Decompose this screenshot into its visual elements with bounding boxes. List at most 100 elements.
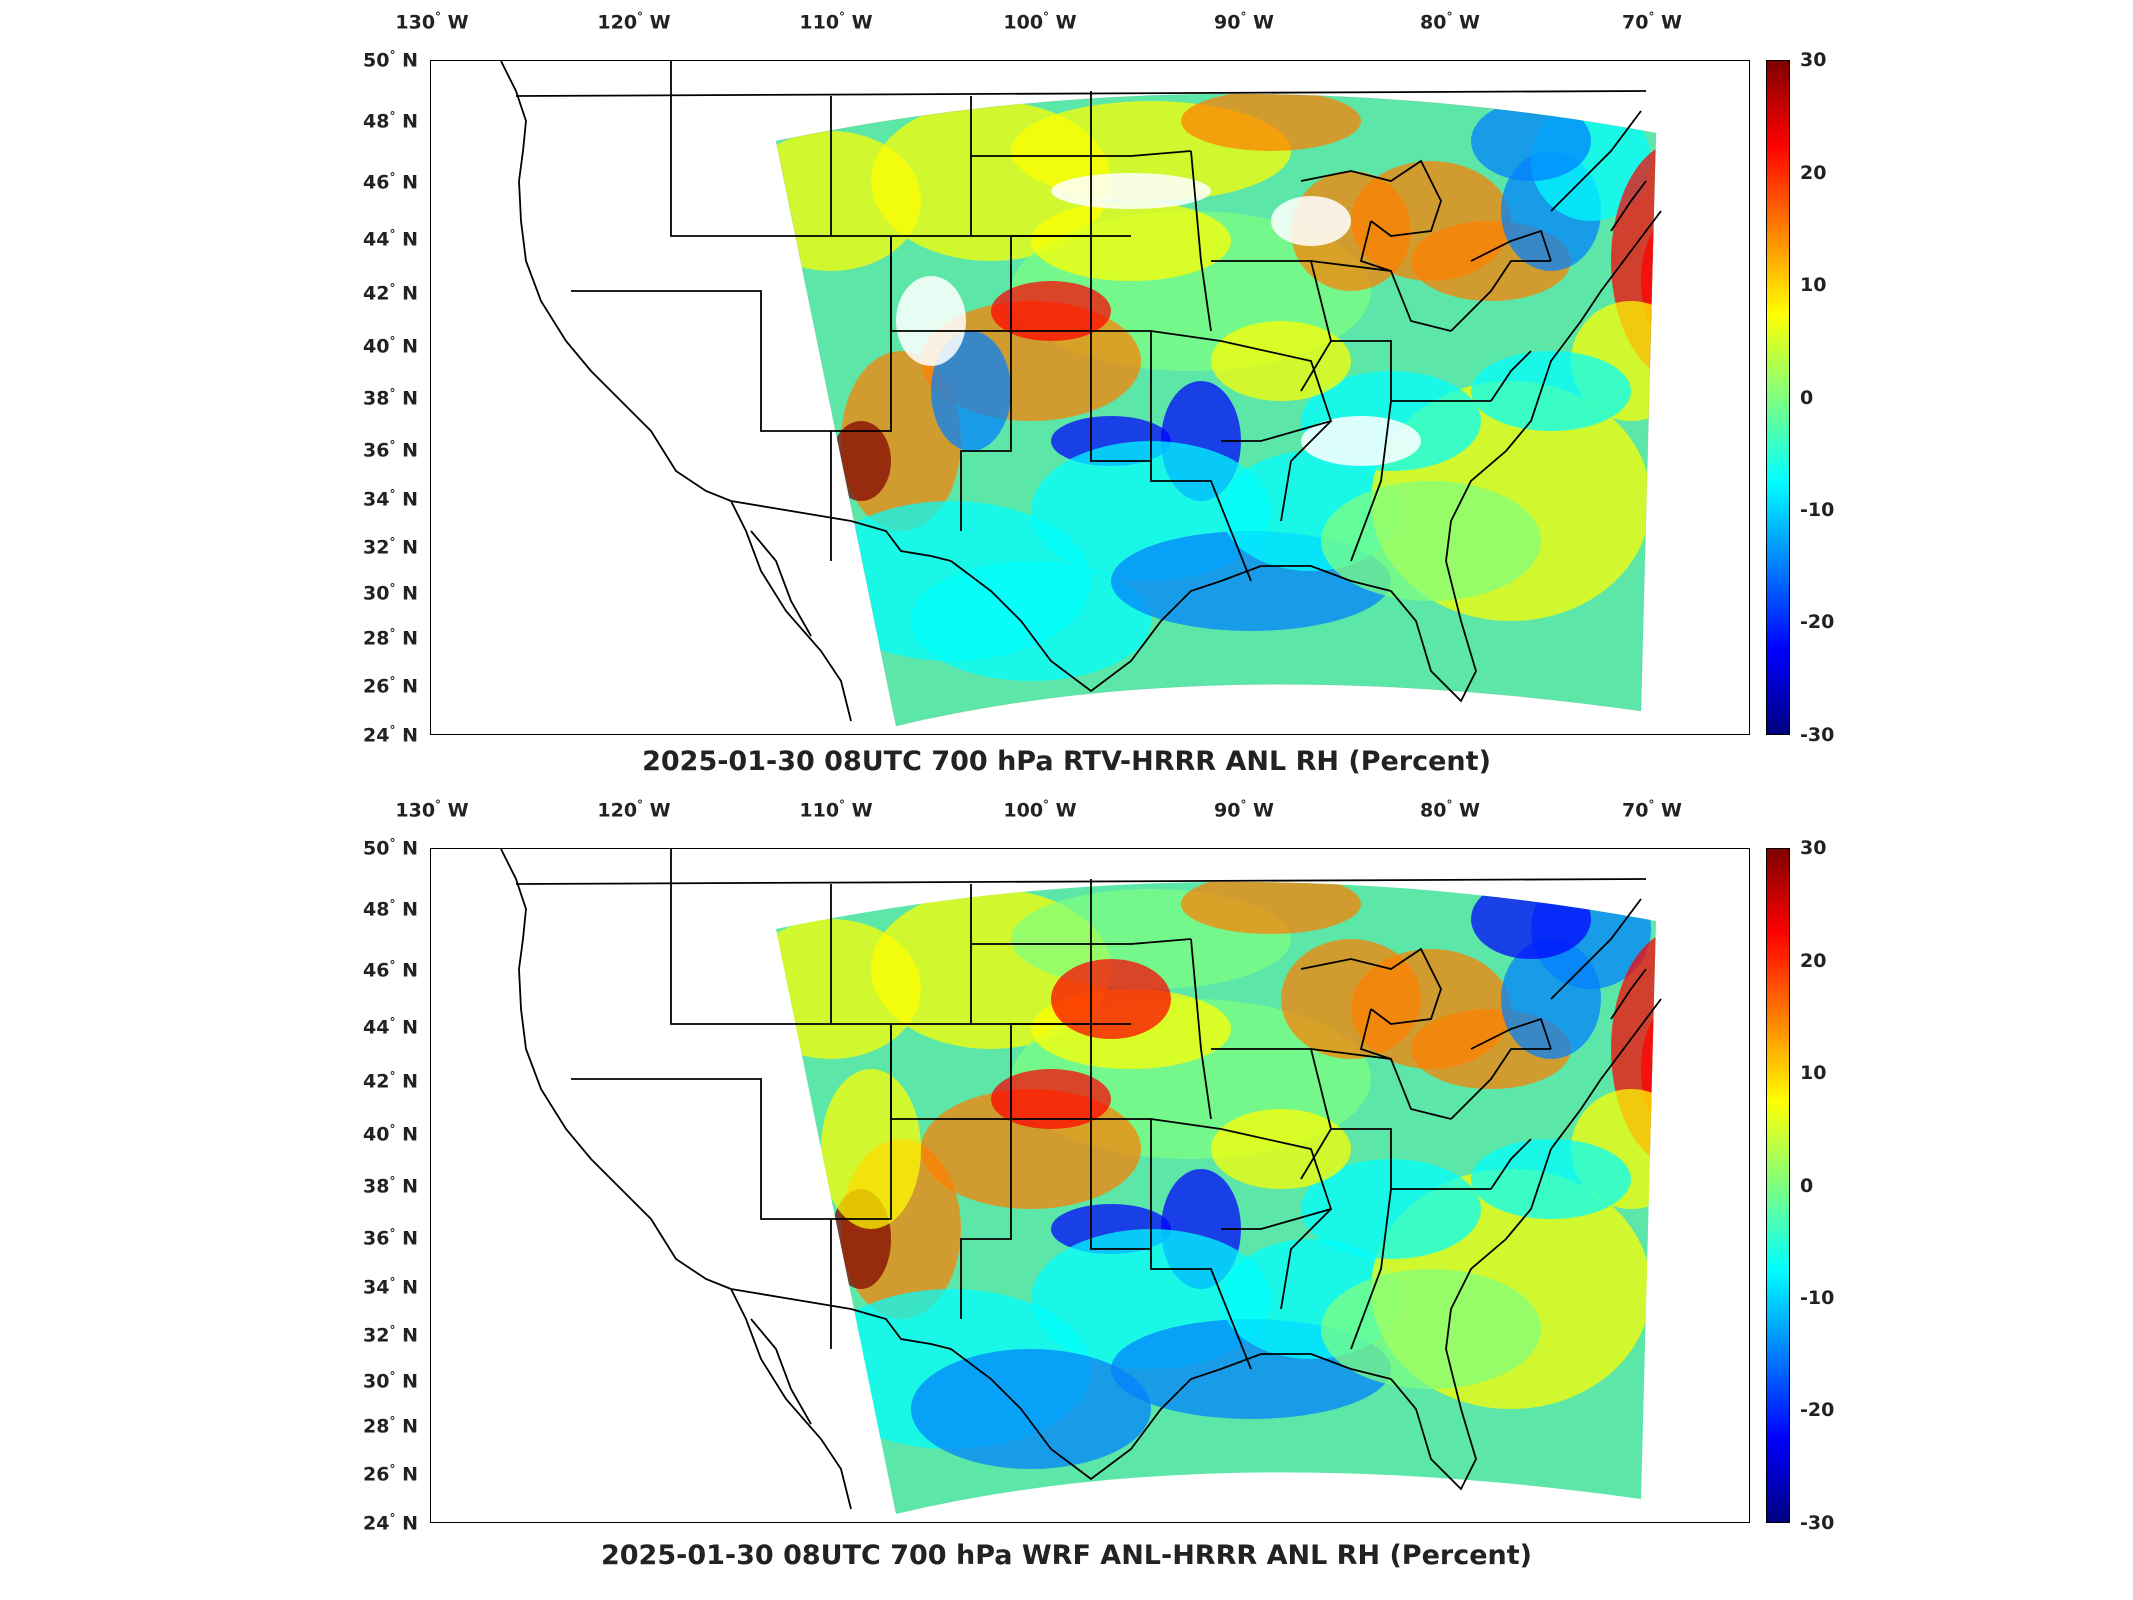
boundary-line — [1550, 110, 1642, 212]
lat-label: 50° N — [363, 836, 418, 860]
colorbar — [1766, 60, 1790, 735]
boundary-line — [670, 61, 832, 237]
map-svg — [500, 849, 1662, 1514]
lon-label: 90° W — [1213, 798, 1275, 822]
boundary-line — [750, 530, 812, 637]
lat-label: 40° N — [363, 333, 418, 358]
lat-label: 34° N — [363, 487, 418, 511]
boundary-line — [971, 938, 1192, 945]
lat-label: 44° N — [363, 1015, 418, 1039]
boundary-line — [1300, 159, 1442, 237]
colorbar-tick-label: -10 — [1800, 1287, 1835, 1310]
boundary-line — [960, 1119, 1012, 1319]
colorbar-tick-label: -20 — [1800, 1399, 1835, 1422]
boundary-line — [1490, 350, 1532, 402]
lat-label: 24° N — [363, 1511, 418, 1535]
lon-label: 70° W — [1621, 10, 1683, 34]
boundary-line — [1470, 229, 1552, 262]
field-anomaly — [1471, 881, 1591, 959]
missing-data-region — [1051, 173, 1211, 209]
boundary-line — [1090, 91, 1151, 462]
boundary-line — [1390, 210, 1662, 703]
boundary-line — [1331, 340, 1491, 402]
colorbar-tick-label: 0 — [1800, 386, 1814, 409]
lat-label: 38° N — [363, 385, 418, 410]
field-layer — [776, 93, 1656, 726]
basemap-lines — [500, 61, 1662, 722]
colorbar-tick-label: 0 — [1800, 1174, 1814, 1197]
missing-data-region — [1301, 416, 1421, 466]
field-anomaly — [1321, 481, 1541, 601]
field-anomaly — [1051, 959, 1171, 1039]
lon-label: 110° W — [799, 10, 873, 34]
lon-label: 130° W — [395, 798, 469, 822]
field-anomaly — [931, 331, 1011, 451]
field-anomaly — [1471, 101, 1591, 181]
boundary-line — [1280, 420, 1332, 522]
boundary-line — [971, 150, 1192, 157]
boundary-line — [1190, 938, 1212, 1120]
colorbar-tick-label: -20 — [1800, 611, 1835, 634]
panel-title: 2025-01-30 08UTC 700 hPa RTV-HRRR ANL RH… — [642, 746, 1491, 777]
boundary-line — [950, 1348, 1392, 1481]
lon-label: 90° W — [1213, 10, 1275, 34]
boundary-line — [1450, 1048, 1551, 1120]
boundary-line — [500, 61, 732, 502]
lat-label: 32° N — [363, 535, 418, 560]
lat-label: 38° N — [363, 1173, 418, 1198]
top-panel: 130° W 120° W 110° W 100° W 90° W 80° W 70° W … — [0, 0, 2133, 790]
colorbar-tick-label: 10 — [1800, 273, 1827, 296]
boundary-line — [1090, 879, 1151, 1250]
lat-label: 30° N — [363, 1369, 418, 1393]
basemap-lines — [500, 849, 1662, 1510]
boundary-line — [1359, 1008, 1392, 1060]
boundary-line — [1490, 1138, 1532, 1190]
lat-label: 26° N — [363, 674, 418, 699]
field-anomaly — [1321, 1269, 1541, 1389]
lat-label: 24° N — [363, 723, 418, 747]
colorbar-tick-label: -10 — [1800, 499, 1835, 522]
lat-label: 28° N — [363, 1414, 418, 1439]
lon-label: 120° W — [597, 10, 671, 34]
lon-label: 100° W — [1003, 10, 1077, 34]
lon-label: 110° W — [799, 798, 873, 822]
colorbar-tick-label: 20 — [1800, 161, 1827, 184]
field-anomaly — [821, 1069, 921, 1229]
boundary-line — [1190, 150, 1212, 332]
field-anomaly — [831, 421, 891, 501]
lat-label: 36° N — [363, 1226, 418, 1250]
lat-label: 46° N — [363, 169, 418, 194]
colorbar-tick-label: -30 — [1800, 724, 1835, 746]
boundary-line — [730, 500, 952, 562]
boundary-line — [950, 560, 1392, 693]
lat-label: 30° N — [363, 581, 418, 605]
lat-label: 40° N — [363, 1121, 418, 1146]
boundary-line — [1211, 1048, 1332, 1180]
field-anomaly — [911, 1349, 1151, 1469]
rh-difference-map — [430, 848, 1750, 1523]
boundary-line — [750, 1318, 812, 1425]
boundary-line — [500, 849, 732, 1290]
lon-label: 80° W — [1419, 10, 1481, 34]
field-blobs — [776, 93, 1656, 681]
lat-label: 42° N — [363, 1069, 418, 1093]
lat-label: 42° N — [363, 281, 418, 305]
colorbar-tick-label: 30 — [1800, 49, 1827, 71]
field-anomaly — [1641, 999, 1656, 1139]
boundary-line — [1280, 1208, 1332, 1310]
lat-label: 34° N — [363, 1275, 418, 1299]
boundary-line — [1300, 947, 1442, 1025]
field-anomaly — [1181, 881, 1361, 934]
boundary-line — [1350, 400, 1392, 562]
field-anomaly — [1211, 1109, 1351, 1189]
boundary-line — [515, 878, 1647, 885]
lat-label: 32° N — [363, 1323, 418, 1348]
bottom-panel: 130° W 120° W 110° W 100° W 90° W 80° W 70° W … — [0, 790, 2133, 1600]
missing-data-region — [1271, 196, 1351, 246]
boundary-line — [1150, 1119, 1252, 1370]
colorbar-tick-label: -30 — [1800, 1512, 1835, 1534]
lon-label: 70° W — [1621, 798, 1683, 822]
lon-label: 80° W — [1419, 798, 1481, 822]
boundary-line — [515, 90, 1647, 97]
colorbar-tick-label: 20 — [1800, 949, 1827, 972]
